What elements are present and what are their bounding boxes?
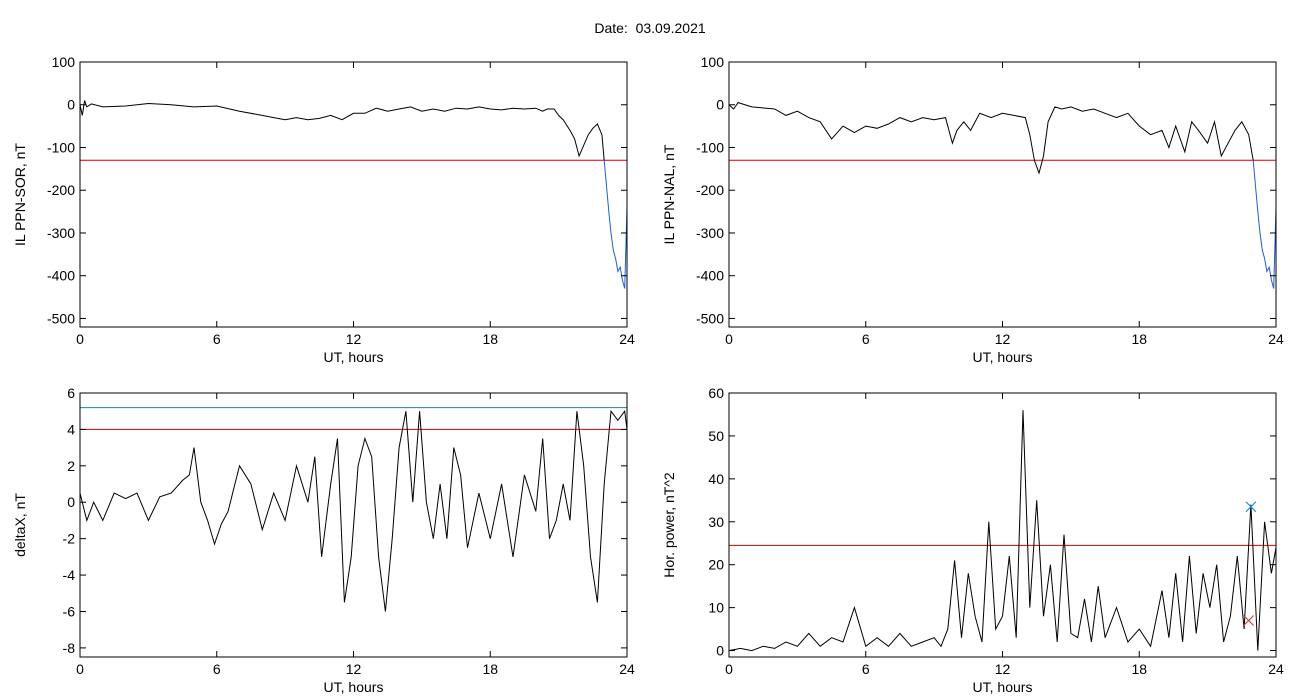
panel-deltax: 0 6 12 18 24 6 4 2 0 -2 -4 -6 -8 UT, hours deltaX, nT — [12, 385, 635, 695]
x-tick-label: 24 — [1268, 661, 1284, 677]
plot-frame — [79, 61, 628, 328]
y-tick-label: -8 — [63, 640, 76, 656]
series-line-0 — [728, 410, 1277, 652]
y-tick-label: -100 — [696, 139, 724, 155]
y-tick-label: 40 — [708, 471, 724, 487]
date-value: 03.09.2021 — [635, 20, 706, 36]
x-tick-label: 18 — [482, 661, 498, 677]
y-tick-label: 60 — [708, 385, 724, 401]
x-tick-label: 12 — [995, 331, 1011, 347]
x-tick-label: 24 — [619, 331, 635, 347]
y-tick-label: -2 — [63, 531, 76, 547]
y-tick-label: 20 — [708, 557, 724, 573]
x-tick-label: 0 — [725, 331, 733, 347]
x-tick-label: 6 — [862, 661, 870, 677]
x-axis-label: UT, hours — [324, 679, 384, 695]
y-tick-label: 0 — [67, 494, 75, 510]
x-tick-label: 12 — [346, 331, 362, 347]
y-tick-label: -200 — [47, 182, 75, 198]
x-tick-label: 6 — [213, 661, 221, 677]
x-tick-label: 12 — [346, 661, 362, 677]
y-tick-label: -500 — [47, 310, 75, 326]
marker-x-0 — [1245, 501, 1257, 513]
y-tick-label: -100 — [47, 139, 75, 155]
y-tick-label: -400 — [47, 268, 75, 284]
x-tick-label: 18 — [1131, 661, 1147, 677]
y-axis-label: deltaX, nT — [12, 493, 28, 557]
x-tick-label: 18 — [1131, 331, 1147, 347]
y-tick-label: 100 — [701, 54, 725, 70]
x-tick-label: 0 — [725, 661, 733, 677]
x-tick-label: 0 — [76, 661, 84, 677]
panel-il-ppn-sor: 0 6 12 18 24 100 0 -100 -200 -300 -400 -500 UT, hour… — [12, 54, 635, 365]
series-line-0 — [79, 100, 605, 161]
x-tick-label: 6 — [213, 331, 221, 347]
series-line-1 — [1252, 160, 1277, 289]
x-tick-label: 24 — [1268, 331, 1284, 347]
y-tick-label: 6 — [67, 385, 75, 401]
y-tick-label: -400 — [696, 268, 724, 284]
panel-il-ppn-nal: 0 6 12 18 24 100 0 -100 -200 -300 -400 -500 UT, hour… — [661, 54, 1284, 365]
date-label: Date: — [594, 20, 628, 36]
x-tick-label: 24 — [619, 661, 635, 677]
y-tick-label: 50 — [708, 428, 724, 444]
x-tick-label: 0 — [76, 331, 84, 347]
y-tick-label: -4 — [63, 567, 76, 583]
series-line-1 — [603, 160, 628, 289]
series-line-0 — [728, 102, 1254, 175]
y-tick-label: -300 — [47, 225, 75, 241]
y-tick-label: 2 — [67, 458, 75, 474]
y-tick-label: -300 — [696, 225, 724, 241]
y-tick-label: -500 — [696, 310, 724, 326]
plot-frame — [728, 61, 1277, 328]
y-axis-label: IL PPN-SOR, nT — [12, 143, 28, 246]
series-line-0 — [79, 409, 628, 612]
x-tick-label: 18 — [482, 331, 498, 347]
x-axis-label: UT, hours — [324, 349, 384, 365]
y-tick-label: 4 — [67, 421, 75, 437]
y-tick-label: 0 — [67, 97, 75, 113]
y-tick-label: -6 — [63, 603, 76, 619]
y-tick-label: 0 — [716, 97, 724, 113]
y-tick-label: 30 — [708, 514, 724, 530]
y-axis-label: Hor. power, nT^2 — [661, 472, 677, 578]
x-tick-label: 12 — [995, 661, 1011, 677]
y-tick-label: 10 — [708, 600, 724, 616]
x-tick-label: 6 — [862, 331, 870, 347]
x-axis-label: UT, hours — [973, 679, 1033, 695]
page-title: Date: 03.09.2021 — [0, 20, 1300, 36]
marker-x-1 — [1243, 615, 1255, 626]
y-tick-label: -200 — [696, 182, 724, 198]
y-tick-label: 100 — [52, 54, 76, 70]
y-axis-label: IL PPN-NAL, nT — [661, 144, 677, 244]
y-tick-label: 0 — [716, 643, 724, 659]
panel-hor-power: 0 6 12 18 24 60 50 40 30 20 10 0 UT, hours Hor. power… — [661, 385, 1284, 695]
plot-frame — [728, 392, 1277, 658]
x-axis-label: UT, hours — [973, 349, 1033, 365]
